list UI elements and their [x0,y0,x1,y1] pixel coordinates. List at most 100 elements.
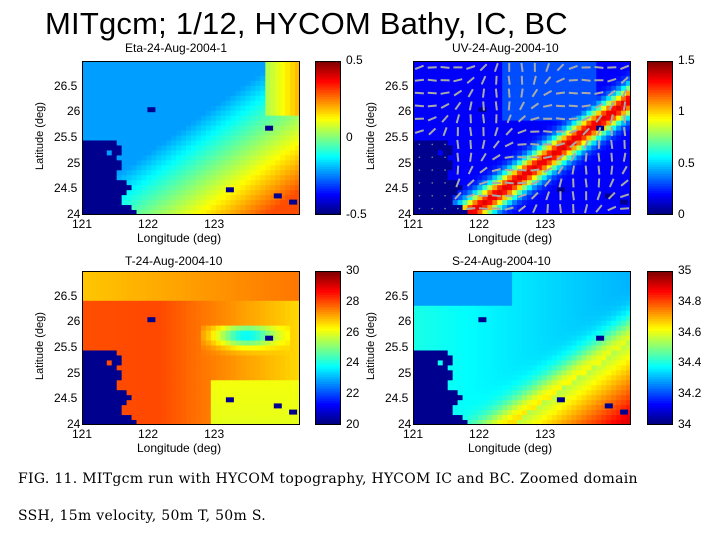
heatmap-cell [245,160,252,166]
colorbar-swatch [315,125,341,129]
heatmap-cell [210,205,217,211]
heatmap-cell [141,345,147,352]
heatmap-cell [151,155,157,161]
heatmap-cell [601,95,607,102]
heatmap-cell [616,280,622,287]
heatmap-cell [522,120,528,127]
heatmap-cell [126,175,133,181]
heatmap-cell [126,400,133,406]
heatmap-cell [195,170,202,176]
colorbar-swatch [315,338,341,342]
heatmap-cell [101,115,108,122]
velocity-vector [571,165,575,175]
heatmap-cell [186,290,192,297]
heatmap-cell [507,280,513,287]
land-cell [86,195,93,201]
colorbar-tick-label: 28 [346,293,360,308]
land-cell [427,195,434,201]
heatmap-cell [195,380,202,386]
land-cell [432,185,439,191]
heatmap-cell [121,310,128,317]
heatmap-cell [265,100,271,107]
velocity-vector [596,127,602,137]
land-cell [111,380,118,386]
vector-dot [444,169,446,171]
heatmap-cell [250,271,256,277]
heatmap-cell [200,345,207,352]
heatmap-cell [517,190,523,196]
heatmap-cell [176,305,182,312]
heatmap-cell [136,155,143,161]
heatmap-cell [240,185,247,191]
heatmap-cell [151,285,157,292]
heatmap-cell [255,355,261,362]
heatmap-cell [250,100,256,107]
velocity-vector [414,104,424,108]
heatmap-cell [437,90,444,97]
heatmap-cell [245,330,252,337]
heatmap-cell [136,65,143,72]
heatmap-cell [101,330,108,337]
heatmap-cell [531,300,538,307]
heatmap-cell [280,360,286,366]
heatmap-cell [200,330,207,337]
heatmap-cell [413,300,419,307]
velocity-vector [440,91,450,95]
heatmap-cell [586,115,592,122]
heatmap-cell [220,415,227,421]
heatmap-cell [462,150,469,156]
land-cell [96,350,103,357]
heatmap-cell [482,210,488,215]
heatmap-cell [195,105,202,112]
land-cell [422,195,429,201]
heatmap-cell [245,105,252,112]
heatmap-cell [131,135,138,142]
heatmap-cell [447,305,454,312]
heatmap-cell [225,320,232,327]
heatmap-cell [240,61,247,67]
heatmap-cell [126,275,133,282]
heatmap-cell [616,190,622,196]
heatmap-cell [576,150,583,156]
heatmap-cell [477,271,483,277]
velocity-vector [507,75,511,85]
heatmap-cell [121,340,128,347]
heatmap-cell [497,65,503,72]
land-cell [82,155,88,161]
heatmap-cell [235,95,242,102]
heatmap-cell [621,295,627,302]
land-cell [106,190,113,196]
heatmap-cell [230,75,237,82]
heatmap-cell [126,130,133,137]
heatmap-cell [96,275,103,282]
heatmap-cell [91,95,98,102]
heatmap-cell [240,365,247,371]
velocity-vector [555,142,566,147]
heatmap-cell [136,160,143,166]
heatmap-cell [280,305,286,312]
heatmap-cell [541,310,548,317]
velocity-vector [492,140,500,149]
heatmap-cell [275,365,281,371]
heatmap-cell [265,340,271,347]
colorbar-swatch [315,135,341,139]
heatmap-cell [121,195,128,201]
heatmap-cell [166,365,172,371]
heatmap-cell [205,65,212,72]
heatmap-cell [230,110,237,117]
heatmap-cell [220,275,227,282]
heatmap-cell [601,290,607,297]
heatmap-cell [457,90,464,97]
heatmap-cell [181,295,187,302]
heatmap-cell [205,135,212,142]
heatmap-cell [492,280,498,287]
heatmap-cell [270,405,276,411]
heatmap-cell [191,200,197,206]
land-cell [82,400,88,406]
heatmap-cell [270,395,276,401]
heatmap-cell [96,271,103,277]
heatmap-cell [205,340,212,347]
heatmap-cell [146,380,152,386]
heatmap-cell [200,310,207,317]
land-cell [427,200,434,206]
